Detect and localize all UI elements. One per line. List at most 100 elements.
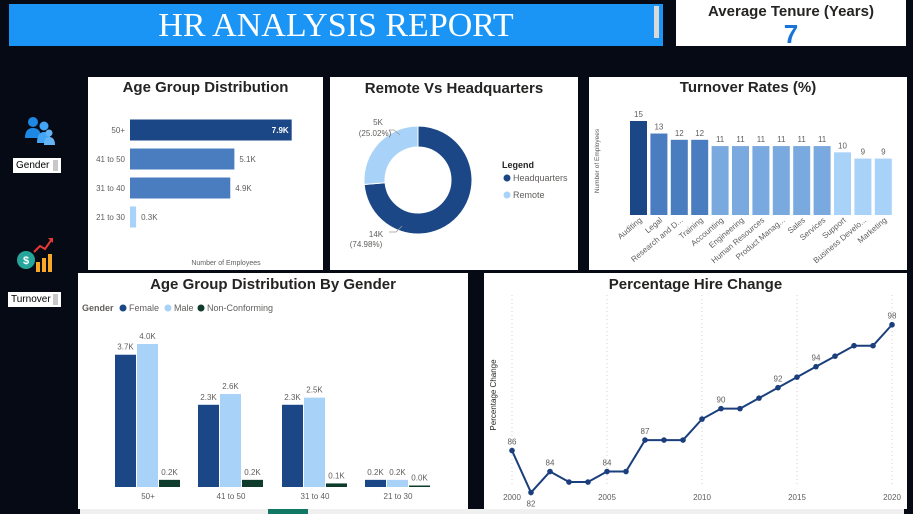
bar (242, 479, 263, 487)
data-label: 9 (881, 148, 886, 157)
chart-title: Percentage Hire Change (608, 276, 783, 293)
data-point (623, 468, 629, 475)
data-point (756, 395, 762, 401)
bar (711, 146, 729, 215)
data-label: 2.3K (284, 393, 301, 402)
chart-title: Remote Vs Headquarters (364, 80, 544, 97)
data-label: 86 (508, 438, 517, 447)
data-point (547, 468, 553, 475)
data-label: 0.2K (161, 468, 178, 477)
tick-label: 2015 (788, 493, 806, 502)
y-axis-label: Percentage Change (489, 359, 498, 431)
bar (282, 404, 303, 487)
turnover-panel: Turnover Rates (%) 15 Auditing 13 Legal 12 Re… (589, 77, 907, 270)
data-label: 11 (736, 135, 745, 144)
gender-slicer-button[interactable]: Gender (13, 158, 61, 173)
title-scrollbar[interactable] (654, 6, 659, 38)
tick-label: Auditing (616, 216, 644, 241)
data-point (870, 342, 876, 349)
data-point (604, 468, 610, 475)
bar (159, 479, 180, 487)
bar (365, 479, 386, 487)
data-label: 10 (838, 141, 847, 150)
data-label: 87 (641, 427, 650, 436)
bar (650, 133, 668, 215)
gender-slicer-label: Gender (16, 160, 50, 171)
data-point (680, 437, 686, 443)
data-label: 12 (695, 129, 704, 138)
data-point (737, 405, 743, 412)
data-label: 82 (527, 500, 536, 509)
data-label: 11 (757, 135, 766, 144)
bar (630, 121, 647, 215)
legend-marker (119, 304, 127, 312)
data-point (566, 479, 572, 485)
data-point (585, 479, 591, 485)
slicer-handle-icon (53, 160, 58, 171)
legend-label: Non-Conforming (207, 303, 273, 313)
data-label: 4.0K (139, 332, 156, 341)
data-label: 3.7K (117, 343, 134, 352)
x-axis-label: Number of Employees (191, 260, 261, 267)
data-label: 4.9K (235, 184, 252, 193)
data-label: 11 (818, 135, 827, 144)
data-label: 0.0K (411, 474, 428, 483)
bar (409, 485, 430, 487)
remote-hq-panel: Remote Vs Headquarters 5K (25.02%) 14K (74.… (330, 77, 578, 270)
svg-text:$: $ (23, 255, 29, 267)
legend-marker (503, 191, 511, 199)
donut-slice (363, 125, 473, 235)
bar (732, 146, 749, 215)
data-label: 0.2K (389, 468, 406, 477)
title-bar: HR ANALYSIS REPORT (9, 4, 663, 46)
kpi-value: 7 (783, 19, 799, 49)
bar (130, 148, 235, 170)
data-label: 2.5K (306, 386, 323, 395)
slice-value-label: 5K (373, 118, 383, 127)
money-chart-icon[interactable]: $ (16, 236, 54, 274)
data-point (832, 353, 838, 359)
data-label: 11 (716, 135, 725, 144)
chart-title: Age Group Distribution By Gender (150, 276, 396, 293)
bar (115, 354, 136, 487)
data-label: 90 (717, 396, 726, 405)
tick-label: 21 to 30 (384, 492, 413, 501)
bar (130, 119, 292, 141)
chart-title: Age Group Distribution (122, 79, 289, 96)
tick-label: 41 to 50 (217, 492, 246, 501)
bar (854, 158, 872, 215)
active-page-tab[interactable] (268, 509, 308, 514)
y-axis-label: Number of Employees (594, 128, 601, 193)
turnover-slicer-button[interactable]: Turnover (8, 292, 61, 307)
data-point (794, 374, 800, 380)
data-label: 7.9K (272, 126, 289, 135)
age-group-chart: 50+ 7.9K 41 to 50 5.1K 31 to 40 4.9K 21 to 30 0… (96, 119, 292, 267)
people-icon[interactable] (22, 114, 56, 146)
data-label: 0.2K (244, 468, 261, 477)
bar (137, 344, 158, 487)
data-point (661, 437, 667, 443)
data-point (642, 437, 648, 443)
data-label: 12 (675, 129, 684, 138)
tick-label: 2020 (883, 493, 901, 502)
data-label: 2.3K (200, 393, 217, 402)
remote-hq-chart: 5K (25.02%) 14K(74.98%) Legend Headquarters R… (350, 118, 568, 249)
bar (130, 206, 137, 228)
hire-change-chart: 2000 2005 2010 2015 2020 86 82 84 84 87 90 92 94 98 Pe… (489, 295, 901, 509)
slice-percent-label: (25.02%) (359, 129, 392, 138)
bar (813, 146, 831, 215)
slice-value-label: 14K (369, 230, 384, 239)
legend-label: Male (174, 303, 194, 313)
data-label: 92 (774, 375, 783, 384)
data-label: 2.6K (222, 382, 239, 391)
donut-slice (363, 125, 419, 185)
tick-label: 31 to 40 (96, 184, 125, 193)
bar (198, 404, 219, 487)
legend-label: Headquarters (513, 173, 568, 183)
bar (387, 479, 408, 487)
bar (752, 146, 770, 215)
data-label: 13 (654, 123, 663, 132)
leader-line (389, 129, 401, 136)
data-label: 11 (798, 135, 807, 144)
data-label: 0.3K (141, 213, 158, 222)
